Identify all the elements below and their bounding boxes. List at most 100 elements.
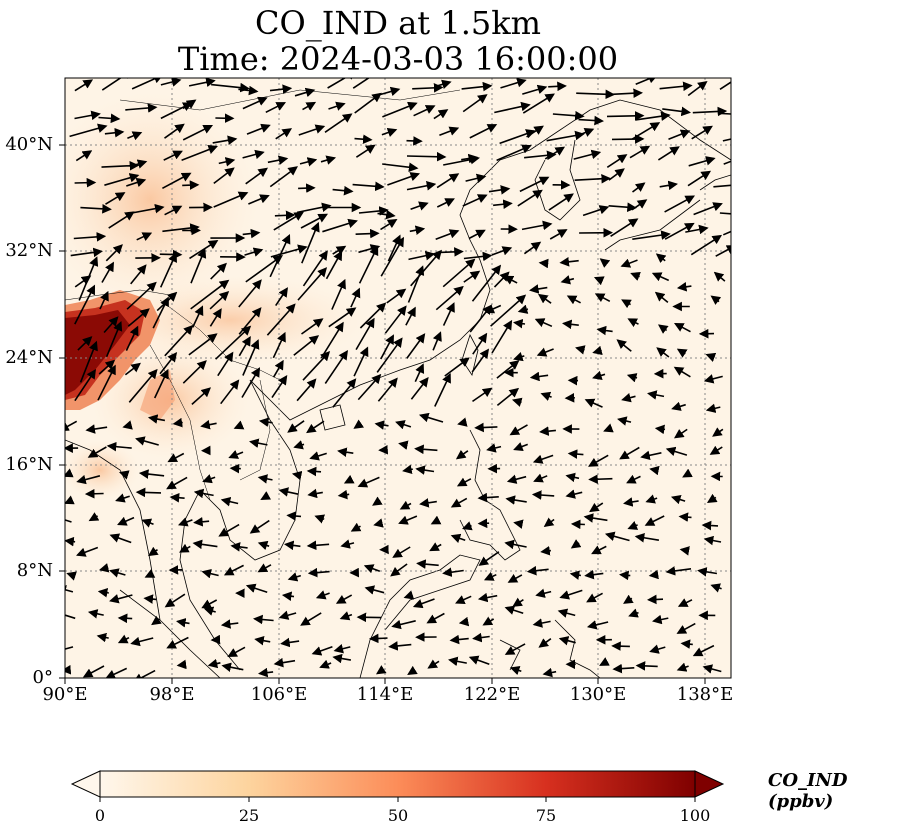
wind-arrow [626,373,638,383]
wind-arrow [130,159,148,169]
wind-arrow [512,597,524,607]
wind-arrow [301,318,324,335]
wind-arrow [461,521,473,531]
wind-arrow [559,589,583,600]
wind-arrow [532,618,551,628]
wind-arrow [655,253,667,264]
wind-arrow [358,245,379,284]
colorbar-extend-low [70,770,101,798]
wind-arrow [273,657,296,668]
wind-arrow [328,101,346,111]
wind-arrow [659,180,678,191]
wind-arrow [709,445,723,455]
wind-arrow [117,516,135,526]
wind-arrow [522,93,555,114]
wind-arrow [302,351,331,381]
y-tick-label: 0° [32,667,53,688]
wind-arrow [657,324,669,334]
wind-arrow [66,571,77,581]
wind-arrow [230,542,248,552]
wind-arrow [534,318,553,328]
wind-arrow [193,488,214,499]
wind-arrow [162,172,192,190]
wind-arrow [513,318,526,329]
wind-arrow [456,477,472,487]
wind-arrow [719,81,731,90]
wind-arrow [418,412,444,423]
wind-arrow [673,366,691,378]
wind-arrow [294,87,316,98]
wind-arrow [354,134,373,145]
wind-arrow [172,417,183,428]
wind-arrow [188,333,218,356]
wind-arrow [538,638,552,648]
wind-arrow [702,664,722,674]
wind-arrow [98,359,116,375]
wind-arrow [254,635,271,646]
wind-arrow [632,182,646,193]
wind-arrow [190,279,230,310]
wind-arrow [523,241,542,255]
wind-arrow [181,145,218,161]
wind-arrow [455,449,469,460]
wind-arrow [287,420,305,433]
wind-arrow [482,616,495,626]
colorbar-tick-label: 0 [94,806,106,825]
wind-arrow [299,157,318,167]
wind-arrow [65,519,72,523]
wind-arrow [584,398,603,408]
wind-arrow [242,228,261,239]
wind-arrow [127,308,150,327]
wind-arrow [332,378,357,408]
wind-arrow [101,261,114,283]
wind-arrow [474,422,498,433]
wind-arrow [468,229,486,240]
wind-arrow [652,614,669,625]
wind-arrow [87,446,107,458]
wind-arrow [647,594,664,605]
wind-arrow [233,420,245,430]
wind-arrow [620,258,638,268]
wind-arrow [363,564,381,574]
wind-arrow [69,123,108,138]
wind-arrow [461,81,493,92]
wind-arrow [97,588,109,598]
wind-arrow [549,229,568,240]
wind-arrow [586,620,609,630]
wind-arrow [673,428,688,439]
wind-arrow [178,517,193,527]
colorbar-extend-high [694,770,725,798]
wind-arrow [573,149,602,160]
wind-arrow [125,325,139,351]
wind-arrow [648,569,659,580]
wind-arrow [167,452,185,463]
wind-arrow [275,128,293,140]
wind-arrow [296,378,317,402]
wind-arrow [97,364,116,401]
wind-arrow [630,271,641,281]
wind-arrow [552,110,585,121]
wind-arrow [128,368,158,403]
wind-arrow [410,201,429,211]
wind-arrow [79,340,98,383]
wind-arrow [320,155,337,165]
wind-arrow [319,659,332,669]
wind-arrow [87,609,104,619]
wind-arrow [358,206,389,216]
wind-arrow [691,125,713,140]
wind-arrow [463,270,481,283]
wind-arrow [245,583,268,593]
wind-arrow [517,189,543,207]
wind-arrow [104,173,140,186]
wind-arrow [280,637,300,648]
wind-arrow [644,515,665,526]
wind-arrow [297,267,328,301]
wind-arrow [478,551,500,566]
wind-arrow [200,419,217,430]
wind-arrow [414,444,438,455]
wind-arrow [105,667,128,678]
wind-arrow [608,168,625,181]
wind-arrow [701,520,719,531]
wind-arrow [626,474,641,484]
wind-arrow [212,135,238,145]
